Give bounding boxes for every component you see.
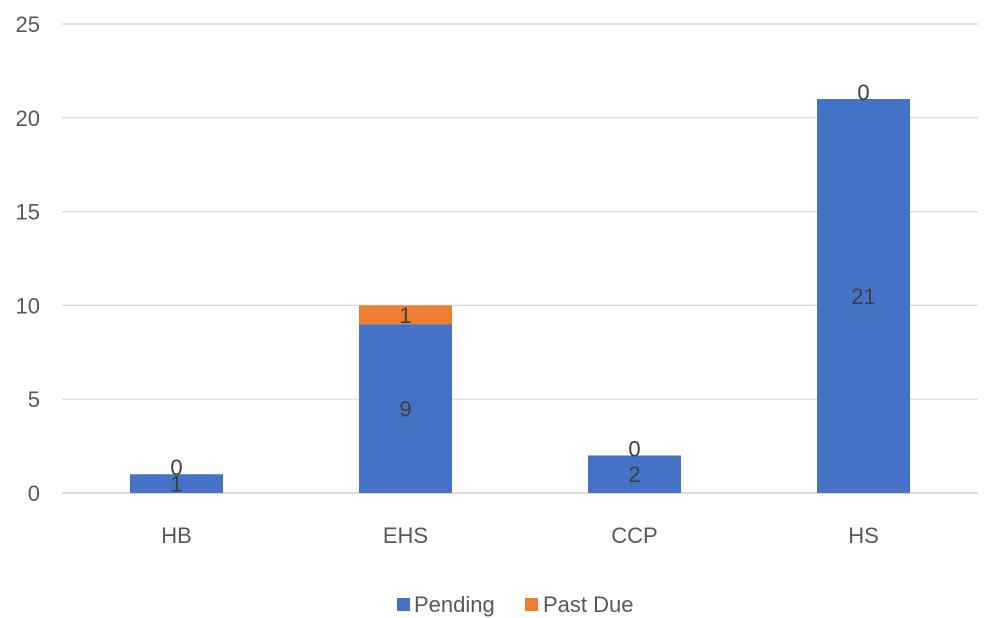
x-tick-label: HS xyxy=(848,523,879,548)
bar-pending xyxy=(359,324,452,493)
y-tick-label: 10 xyxy=(16,293,40,318)
legend: Pending Past Due xyxy=(397,592,634,617)
y-tick-label: 25 xyxy=(16,12,40,37)
data-label: 0 xyxy=(170,455,182,480)
data-label: 9 xyxy=(399,397,411,422)
y-tick-label: 5 xyxy=(28,387,40,412)
y-tick-label: 20 xyxy=(16,106,40,131)
bar-pending xyxy=(130,474,223,493)
data-label: 0 xyxy=(857,80,869,105)
bar-past-due xyxy=(359,305,452,325)
y-axis-ticks: 0 5 10 15 20 25 xyxy=(16,12,40,506)
bars xyxy=(130,99,910,493)
legend-label: Past Due xyxy=(543,592,634,617)
x-tick-label: CCP xyxy=(611,523,657,548)
legend-label: Pending xyxy=(414,592,495,617)
y-tick-label: 0 xyxy=(28,481,40,506)
data-label: 0 xyxy=(628,436,640,461)
x-tick-label: EHS xyxy=(383,523,428,548)
data-label: 2 xyxy=(628,462,640,487)
bar-pending xyxy=(817,99,910,493)
data-label: 1 xyxy=(170,472,182,497)
y-tick-label: 15 xyxy=(16,200,40,225)
data-label: 21 xyxy=(851,284,875,309)
bar-pending xyxy=(588,455,681,493)
data-label: 1 xyxy=(399,303,411,328)
x-axis-ticks: HB EHS CCP HS xyxy=(161,523,879,548)
legend-swatch-pending xyxy=(397,598,410,611)
x-tick-label: HB xyxy=(161,523,192,548)
legend-swatch-past-due xyxy=(525,598,538,611)
